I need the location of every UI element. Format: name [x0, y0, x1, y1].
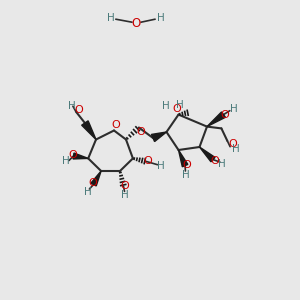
Text: O: O: [132, 17, 141, 30]
Polygon shape: [152, 132, 166, 142]
Text: H: H: [106, 13, 114, 23]
Text: H: H: [230, 104, 237, 114]
Polygon shape: [200, 147, 215, 162]
Polygon shape: [82, 121, 96, 140]
Text: H: H: [121, 190, 128, 200]
Text: O: O: [182, 160, 191, 170]
Text: H: H: [61, 156, 69, 167]
Polygon shape: [73, 153, 88, 159]
Text: H: H: [176, 100, 183, 110]
Text: H: H: [84, 187, 92, 197]
Text: H: H: [218, 159, 226, 170]
Text: O: O: [68, 150, 77, 160]
Text: O: O: [88, 178, 97, 188]
Text: O: O: [172, 103, 182, 114]
Text: O: O: [228, 139, 237, 149]
Text: H: H: [162, 101, 170, 111]
Text: O: O: [136, 127, 145, 137]
Text: O: O: [120, 181, 129, 191]
Polygon shape: [91, 171, 101, 186]
Text: O: O: [111, 120, 120, 130]
Text: O: O: [74, 105, 83, 115]
Text: O: O: [210, 156, 219, 166]
Text: H: H: [68, 101, 75, 111]
Text: O: O: [220, 110, 230, 121]
Polygon shape: [207, 112, 225, 127]
Text: H: H: [157, 160, 164, 171]
Text: H: H: [182, 169, 189, 180]
Polygon shape: [178, 150, 188, 167]
Text: H: H: [232, 143, 240, 154]
Text: O: O: [143, 155, 152, 166]
Text: H: H: [157, 13, 164, 23]
